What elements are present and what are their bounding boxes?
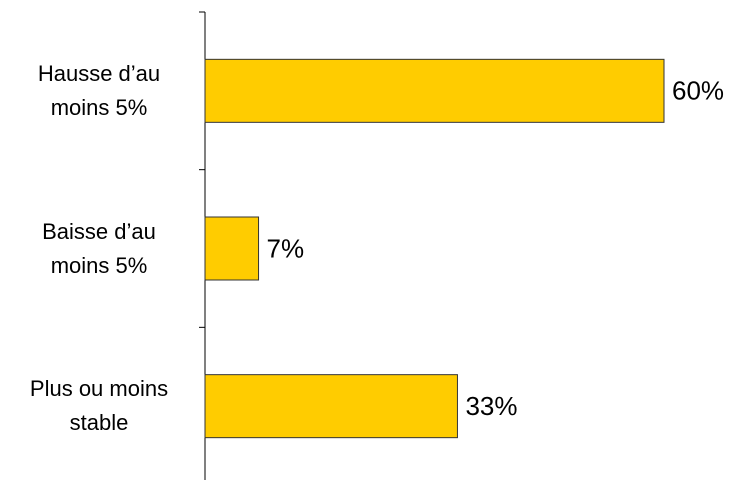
- value-label: 7%: [267, 233, 305, 263]
- category-label: Hausse d’au moins 5%: [37, 60, 161, 120]
- bar: [204, 374, 458, 439]
- value-label: 60%: [672, 76, 724, 106]
- category-label: Plus ou moins stable: [29, 376, 169, 436]
- bar: [204, 58, 665, 123]
- category-label: Baisse d’au moins 5%: [42, 218, 156, 278]
- value-label: 33%: [465, 391, 517, 421]
- bar: [204, 216, 260, 281]
